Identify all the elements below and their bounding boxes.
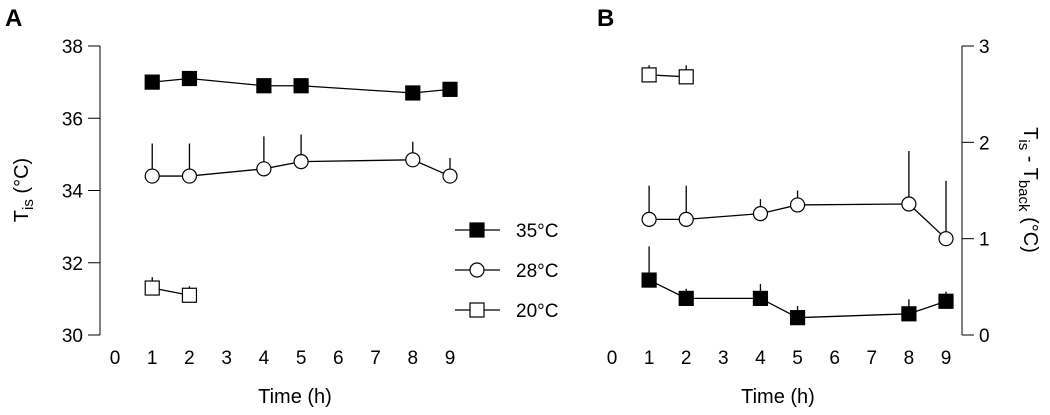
panel-a-x-tick-label-8: 8 xyxy=(407,348,418,369)
panel-a-y-tick-label-3: 36 xyxy=(62,109,83,130)
panel-a-x-tick-label-7: 7 xyxy=(370,348,381,369)
panel-a-x-tick-label-9: 9 xyxy=(445,348,456,369)
panel-b-series-28-c-point-4 xyxy=(901,196,917,212)
panel-b-y-tick-label-0: 0 xyxy=(979,326,990,347)
legend-label-20-c: 20°C xyxy=(516,301,558,322)
panel-a-y-label: Tis (°C) xyxy=(11,158,37,222)
panel-a-y-tick-label-4: 38 xyxy=(62,37,83,58)
panel-b-x-tick-label-6: 6 xyxy=(829,348,840,369)
panel-b-series-35-c-point-3 xyxy=(789,310,806,326)
panel-a-y-ticks: 30 32 34 36 38 xyxy=(62,37,100,347)
panel-b-series-28-c-point-2 xyxy=(752,206,769,222)
legend-item-28-c: 28°C xyxy=(455,261,558,282)
panel-b-series-35-c xyxy=(641,246,954,326)
panel-a-x-tick-label-4: 4 xyxy=(259,348,270,369)
panel-b-x-tick-label-7: 7 xyxy=(866,348,877,369)
panel-b-x-tick-label-0: 0 xyxy=(607,348,618,369)
panel-b-series-28-c-point-0 xyxy=(641,211,657,227)
panel-b-series-20-c-point-1 xyxy=(678,69,694,85)
legend-marker-20-c xyxy=(469,302,485,318)
panel-b-series-35-c-point-2 xyxy=(752,290,769,306)
panel-b-y-tick-label-2: 2 xyxy=(979,133,990,154)
panel-a-series-20-c-point-0 xyxy=(144,280,160,296)
panel-b-y-label: Tis - Tback (°C) xyxy=(1015,127,1041,253)
legend: 35°C 28°C 20°C xyxy=(455,221,558,322)
panel-a-series-28-c-point-5 xyxy=(442,168,458,184)
legend-label-28-c: 28°C xyxy=(516,261,558,282)
panel-a-series-35-c-point-4 xyxy=(405,85,421,101)
legend-marker-35-c xyxy=(469,222,485,238)
panel-a-x-tick-label-5: 5 xyxy=(296,348,307,369)
panel-b-x-tick-label-4: 4 xyxy=(755,348,766,369)
panel-a-series-35-c-point-3 xyxy=(293,78,309,94)
legend-marker-28-c xyxy=(469,262,485,278)
panel-b-series-35-c-point-4 xyxy=(901,306,917,322)
panel-b-series-28-c-point-5 xyxy=(938,231,954,247)
panel-b-x-tick-label-3: 3 xyxy=(718,348,729,369)
panel-a-series-28-c-point-1 xyxy=(181,168,198,184)
panel-b: B Time (h) Tis - Tback (°C) 0 1 2 3 4 5 6 7 8 9 0… xyxy=(597,5,1041,408)
panel-b-x-tick-label-5: 5 xyxy=(792,348,803,369)
panel-a-x-label: Time (h) xyxy=(258,386,332,408)
panel-b-x-tick-label-8: 8 xyxy=(904,348,915,369)
panel-a-series-28-c-point-0 xyxy=(144,168,160,184)
panel-a-x-tick-label-0: 0 xyxy=(110,348,121,369)
panel-b-x-tick-label-1: 1 xyxy=(644,348,655,369)
panel-a-series-35-c-point-5 xyxy=(442,81,458,97)
panel-a-x-ticks: 0 1 2 3 4 5 6 7 8 9 xyxy=(110,348,456,369)
panel-a-plot-area xyxy=(144,70,458,303)
panel-a-y-tick-label-2: 34 xyxy=(62,182,84,203)
panel-b-y-tick-label-1: 1 xyxy=(979,230,990,251)
panel-a-series-35-c-point-1 xyxy=(181,70,198,87)
panel-a-series-20-c-point-1 xyxy=(181,287,198,303)
panel-b-series-28-c xyxy=(641,151,954,247)
panel-b-x-tick-label-2: 2 xyxy=(681,348,692,369)
legend-label-35-c: 35°C xyxy=(516,221,558,242)
panel-a-series-35-c-point-0 xyxy=(144,74,160,90)
panel-a-x-tick-label-3: 3 xyxy=(221,348,232,369)
panel-a-series-28-c-point-3 xyxy=(293,154,309,170)
panel-a-x-tick-label-1: 1 xyxy=(147,348,158,369)
panel-a-y-tick-label-1: 32 xyxy=(62,254,83,275)
panel-b-plot-area xyxy=(641,65,954,326)
panel-a-y-tick-label-0: 30 xyxy=(62,326,83,347)
panel-b-series-35-c-point-0 xyxy=(641,272,657,288)
panel-b-series-35-c-point-1 xyxy=(678,290,694,306)
panel-a-series-28-c xyxy=(144,134,458,184)
panel-b-series-20-c xyxy=(641,65,694,85)
panel-b-series-28-c-point-3 xyxy=(789,197,806,213)
panel-b-y-tick-label-3: 3 xyxy=(979,37,990,58)
panel-a-x-tick-label-6: 6 xyxy=(333,348,344,369)
panel-a-x-tick-label-2: 2 xyxy=(184,348,195,369)
panel-b-x-tick-label-9: 9 xyxy=(941,348,952,369)
panel-a-series-35-c-point-2 xyxy=(256,78,272,94)
panel-a-series-20-c xyxy=(144,277,198,303)
panel-a-letter: A xyxy=(5,5,22,32)
panel-a-series-35-c xyxy=(144,70,458,101)
panel-b-series-28-c-point-1 xyxy=(678,211,694,227)
panel-b-x-ticks: 0 1 2 3 4 5 6 7 8 9 xyxy=(607,348,952,369)
legend-item-20-c: 20°C xyxy=(455,301,558,322)
panel-a-series-28-c-point-4 xyxy=(405,152,421,168)
legend-item-35-c: 35°C xyxy=(455,221,558,242)
panel-a-series-28-c-point-2 xyxy=(256,161,272,177)
panel-b-series-20-c-point-0 xyxy=(641,67,657,83)
panel-b-series-35-c-point-5 xyxy=(938,293,954,309)
panel-b-letter: B xyxy=(597,5,614,32)
panel-b-y-ticks: 0 1 2 3 xyxy=(962,37,990,347)
panel-b-x-label: Time (h) xyxy=(741,386,815,408)
